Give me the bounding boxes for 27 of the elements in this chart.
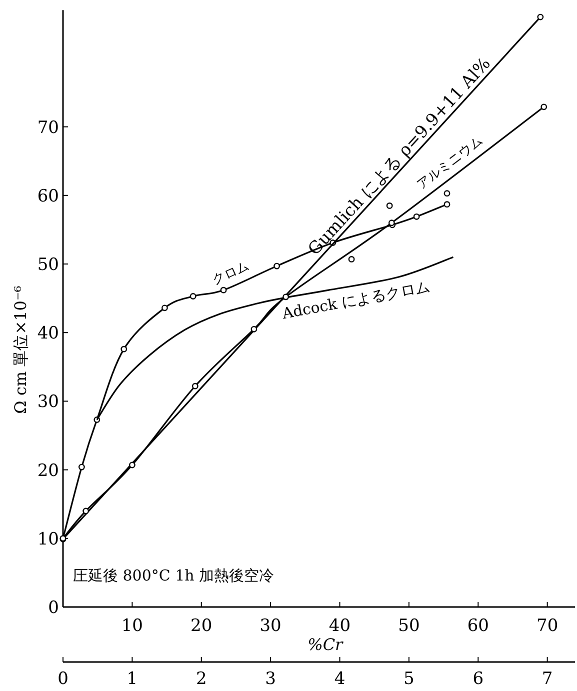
x2-tick-label: 4 bbox=[334, 669, 346, 689]
x-tick-label: 20 bbox=[190, 616, 212, 636]
x-tick-label: 10 bbox=[121, 616, 144, 636]
y-tick-label: 70 bbox=[37, 118, 59, 138]
y-tick-label: 50 bbox=[37, 255, 59, 275]
y-tick-label: 30 bbox=[37, 392, 59, 412]
y-tick-label: 10 bbox=[37, 529, 59, 550]
x-tick-label: 40 bbox=[328, 616, 351, 636]
y-tick-label: 0 bbox=[48, 598, 59, 618]
annotation: 圧延後 800°C 1h 加熱後空冷 bbox=[73, 566, 274, 585]
x-axis-title: %Cr bbox=[308, 635, 344, 654]
y-tick-label: 60 bbox=[37, 186, 59, 206]
x-tick-label: 50 bbox=[398, 616, 420, 636]
text: クロム bbox=[210, 258, 252, 288]
x2-tick-label: 1 bbox=[126, 669, 138, 689]
x-tick-label: 60 bbox=[467, 616, 489, 636]
y-axis-title: Ω cm 單位×10⁻⁶ bbox=[11, 286, 30, 414]
x2-tick-label: 3 bbox=[265, 669, 276, 689]
x2-tick-label: 6 bbox=[472, 669, 484, 689]
x2-tick-label: 2 bbox=[196, 669, 207, 689]
x-tick-label: 70 bbox=[536, 616, 558, 636]
y-tick-label: 40 bbox=[37, 324, 59, 344]
x2-tick-label: 5 bbox=[404, 669, 414, 689]
x2-tick-label: 7 bbox=[542, 669, 553, 689]
y-tick-label: 20 bbox=[37, 460, 59, 481]
text: Adcock によるクロム bbox=[280, 277, 432, 323]
x-tick-label: 30 bbox=[260, 616, 282, 636]
